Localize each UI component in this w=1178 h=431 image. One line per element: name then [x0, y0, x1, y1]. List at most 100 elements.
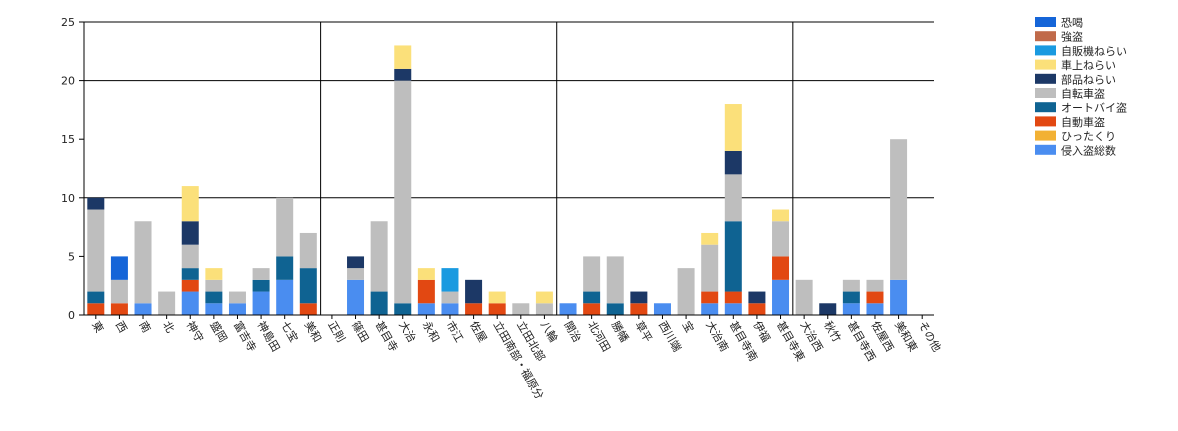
bar-segment[interactable]: [677, 268, 695, 315]
bar-segment[interactable]: [772, 221, 790, 257]
bar-segment[interactable]: [724, 104, 742, 151]
bar-segment[interactable]: [465, 279, 483, 304]
bar-segment[interactable]: [110, 303, 128, 315]
bar-segment[interactable]: [842, 291, 860, 304]
bar-segment[interactable]: [606, 256, 624, 304]
bar-segment[interactable]: [866, 279, 884, 292]
bar-segment[interactable]: [370, 291, 388, 315]
bar-segment[interactable]: [535, 291, 553, 304]
bar-segment[interactable]: [890, 279, 908, 315]
bar-segment[interactable]: [276, 197, 294, 257]
bar-segment[interactable]: [701, 244, 719, 292]
bar-segment[interactable]: [394, 68, 412, 81]
bar-segment[interactable]: [441, 268, 459, 292]
bar-segment[interactable]: [606, 303, 624, 315]
y-tick-label: 20: [61, 75, 75, 88]
bar-segment[interactable]: [701, 303, 719, 315]
bar-segment[interactable]: [724, 150, 742, 175]
bar-segment[interactable]: [347, 279, 365, 315]
bar-segment[interactable]: [394, 45, 412, 69]
bar-segment[interactable]: [866, 291, 884, 304]
bar-segment[interactable]: [724, 221, 742, 292]
bar-segment[interactable]: [181, 291, 199, 315]
bar-segment[interactable]: [535, 303, 553, 315]
bar-segment[interactable]: [583, 303, 601, 315]
bar-segment[interactable]: [370, 221, 388, 292]
bar-segment[interactable]: [441, 303, 459, 315]
bar-segment[interactable]: [394, 80, 412, 304]
bar-segment[interactable]: [748, 291, 766, 304]
bar-segment[interactable]: [748, 303, 766, 315]
bar-segment[interactable]: [819, 303, 837, 315]
bar-segment[interactable]: [276, 279, 294, 315]
bar-segment[interactable]: [181, 244, 199, 269]
bar-segment[interactable]: [724, 291, 742, 304]
bar-segment[interactable]: [441, 291, 459, 304]
bar-segment[interactable]: [465, 303, 483, 315]
bar-segment[interactable]: [842, 279, 860, 292]
bar-segment[interactable]: [252, 291, 270, 315]
bar-segment[interactable]: [110, 279, 128, 304]
bar-segment[interactable]: [87, 197, 105, 210]
bar-segment[interactable]: [228, 291, 246, 304]
bar-segment[interactable]: [417, 303, 435, 315]
bar-segment[interactable]: [181, 279, 199, 292]
bar-segment[interactable]: [653, 303, 671, 315]
y-tick-labels: 0 5 10 15 20 25: [61, 16, 75, 322]
bar-segment[interactable]: [417, 279, 435, 304]
bar-segment[interactable]: [181, 186, 199, 222]
bar-segment[interactable]: [488, 303, 506, 315]
bar-segment[interactable]: [205, 291, 223, 304]
x-category-label: 西川端: [656, 319, 684, 354]
bar-segment[interactable]: [299, 303, 317, 315]
bar-segment[interactable]: [299, 232, 317, 269]
bar-segment[interactable]: [795, 279, 813, 315]
bar-segment[interactable]: [205, 268, 223, 280]
bar-segment[interactable]: [347, 268, 365, 280]
bar-segment[interactable]: [252, 268, 270, 280]
bar-segment[interactable]: [772, 279, 790, 315]
x-category-label: その他: [916, 319, 944, 354]
bar-segment[interactable]: [110, 256, 128, 280]
bar-segment[interactable]: [701, 291, 719, 304]
bar-segment[interactable]: [276, 256, 294, 280]
bar-segment[interactable]: [205, 303, 223, 315]
bar-segment[interactable]: [134, 221, 152, 304]
bar-segment[interactable]: [488, 291, 506, 304]
bar-segment[interactable]: [87, 303, 105, 315]
legend-swatch: [1035, 102, 1056, 113]
bar-segment[interactable]: [866, 303, 884, 315]
bar-segment[interactable]: [87, 291, 105, 304]
bar-segment[interactable]: [559, 303, 577, 315]
bar-segment[interactable]: [724, 174, 742, 222]
bar-segment[interactable]: [134, 303, 152, 315]
bar-segment[interactable]: [228, 303, 246, 315]
bar-segment[interactable]: [724, 303, 742, 315]
bar-segment[interactable]: [417, 268, 435, 280]
bar-segment[interactable]: [299, 268, 317, 304]
bar-segment[interactable]: [890, 139, 908, 280]
bar-segment[interactable]: [347, 256, 365, 269]
bar-segment[interactable]: [181, 221, 199, 245]
x-category-label: 神守: [184, 319, 207, 345]
bar-segment[interactable]: [158, 291, 176, 315]
bar-segment[interactable]: [512, 303, 530, 315]
x-category-label: 開治: [561, 319, 584, 345]
bar-segment[interactable]: [181, 268, 199, 280]
bar-segment[interactable]: [252, 279, 270, 292]
bar-segment[interactable]: [630, 291, 648, 304]
legend-label: ひったくり: [1061, 130, 1116, 143]
bar-segment[interactable]: [701, 232, 719, 245]
bar-segment[interactable]: [394, 303, 412, 315]
bar-segment[interactable]: [630, 303, 648, 315]
x-category-label: 東: [89, 319, 106, 335]
bar-segment[interactable]: [87, 209, 105, 292]
bar-segment[interactable]: [205, 279, 223, 292]
x-category-label: 盛岡: [207, 319, 230, 345]
bar-segment[interactable]: [772, 256, 790, 280]
bar-segment[interactable]: [583, 291, 601, 304]
bar-segment[interactable]: [772, 209, 790, 222]
bar-segment[interactable]: [842, 303, 860, 315]
bar-segment[interactable]: [583, 256, 601, 292]
